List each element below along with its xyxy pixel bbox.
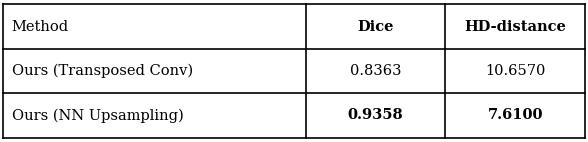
Text: 0.9358: 0.9358	[348, 108, 403, 123]
Text: 7.6100: 7.6100	[487, 108, 543, 123]
Text: Dice: Dice	[358, 19, 394, 34]
Text: 10.6570: 10.6570	[485, 64, 546, 78]
Text: Method: Method	[12, 19, 69, 34]
Text: Ours (NN Upsampling): Ours (NN Upsampling)	[12, 108, 183, 123]
Text: Ours (Transposed Conv): Ours (Transposed Conv)	[12, 64, 193, 78]
Text: HD-distance: HD-distance	[465, 19, 566, 34]
Text: 0.8363: 0.8363	[350, 64, 401, 78]
